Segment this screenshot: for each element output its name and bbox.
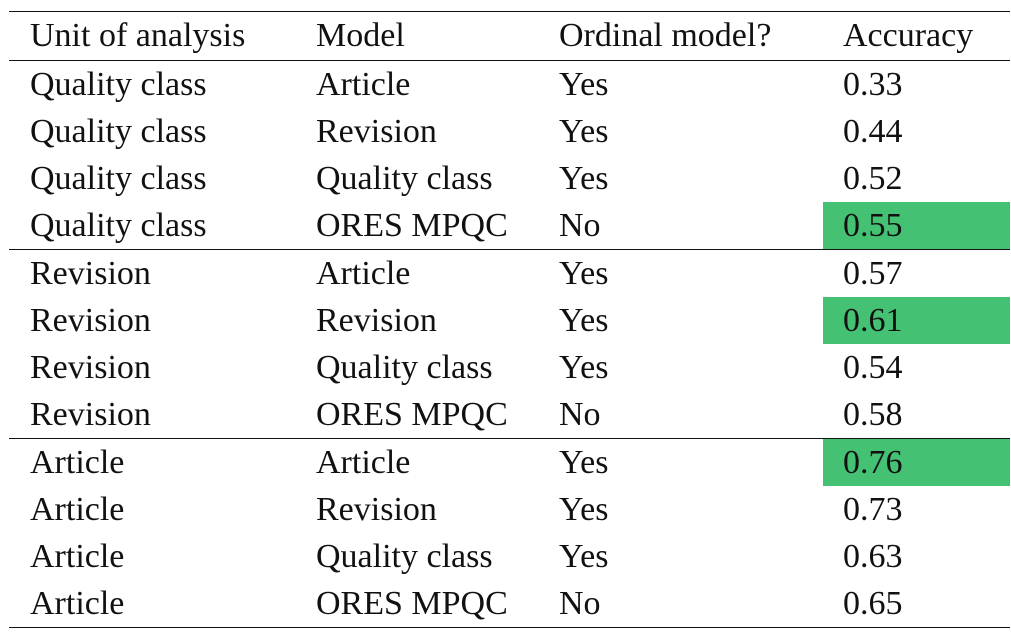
cell-model: ORES MPQC bbox=[316, 585, 508, 622]
top-rule bbox=[9, 11, 1010, 12]
table-row: Article ORES MPQC No 0.65 bbox=[9, 580, 1010, 627]
cell-accuracy: 0.55 bbox=[823, 202, 1010, 249]
group-rule bbox=[9, 249, 1010, 250]
cell-accuracy: 0.76 bbox=[823, 439, 1010, 486]
cell-ordinal: Yes bbox=[559, 66, 609, 103]
cell-ordinal: Yes bbox=[559, 160, 609, 197]
cell-accuracy: 0.73 bbox=[843, 491, 903, 528]
cell-unit: Article bbox=[30, 444, 125, 481]
cell-ordinal: Yes bbox=[559, 538, 609, 575]
table-row: Revision ORES MPQC No 0.58 bbox=[9, 391, 1010, 438]
cell-unit: Revision bbox=[30, 396, 151, 433]
cell-ordinal: Yes bbox=[559, 444, 609, 481]
cell-unit: Article bbox=[30, 538, 125, 575]
cell-accuracy: 0.52 bbox=[843, 160, 903, 197]
cell-model: Article bbox=[316, 66, 411, 103]
table-row: Article Quality class Yes 0.63 bbox=[9, 533, 1010, 580]
cell-unit: Revision bbox=[30, 349, 151, 386]
cell-model: Quality class bbox=[316, 160, 493, 197]
cell-unit: Article bbox=[30, 585, 125, 622]
cell-model: Article bbox=[316, 255, 411, 292]
table-row: Article Article Yes 0.76 bbox=[9, 439, 1010, 486]
cell-ordinal: Yes bbox=[559, 255, 609, 292]
bottom-rule bbox=[9, 627, 1010, 628]
cell-ordinal: Yes bbox=[559, 349, 609, 386]
table-row: Revision Quality class Yes 0.54 bbox=[9, 344, 1010, 391]
cell-model: Quality class bbox=[316, 538, 493, 575]
cell-unit: Quality class bbox=[30, 160, 207, 197]
table-row: Revision Revision Yes 0.61 bbox=[9, 297, 1010, 344]
table-row: Quality class Revision Yes 0.44 bbox=[9, 108, 1010, 155]
header-rule bbox=[9, 60, 1010, 61]
cell-unit: Quality class bbox=[30, 207, 207, 244]
table-row: Quality class ORES MPQC No 0.55 bbox=[9, 202, 1010, 249]
cell-accuracy: 0.54 bbox=[843, 349, 903, 386]
cell-model: ORES MPQC bbox=[316, 396, 508, 433]
cell-ordinal: No bbox=[559, 207, 601, 244]
results-table: Unit of analysis Model Ordinal model? Ac… bbox=[9, 11, 1010, 628]
header-accuracy: Accuracy bbox=[843, 17, 974, 54]
cell-model: Quality class bbox=[316, 349, 493, 386]
header-ordinal-model: Ordinal model? bbox=[559, 17, 772, 54]
cell-ordinal: No bbox=[559, 585, 601, 622]
header-model: Model bbox=[316, 17, 405, 54]
cell-unit: Quality class bbox=[30, 113, 207, 150]
cell-model: Revision bbox=[316, 113, 437, 150]
cell-ordinal: Yes bbox=[559, 113, 609, 150]
group-rule bbox=[9, 438, 1010, 439]
table-row: Article Revision Yes 0.73 bbox=[9, 486, 1010, 533]
cell-accuracy: 0.63 bbox=[843, 538, 903, 575]
cell-unit: Quality class bbox=[30, 66, 207, 103]
cell-unit: Revision bbox=[30, 302, 151, 339]
cell-unit: Article bbox=[30, 491, 125, 528]
cell-accuracy: 0.58 bbox=[843, 396, 903, 433]
cell-accuracy: 0.65 bbox=[843, 585, 903, 622]
table-row: Quality class Quality class Yes 0.52 bbox=[9, 155, 1010, 202]
cell-ordinal: Yes bbox=[559, 491, 609, 528]
header-unit-of-analysis: Unit of analysis bbox=[30, 17, 246, 54]
table-row: Revision Article Yes 0.57 bbox=[9, 250, 1010, 297]
cell-accuracy: 0.61 bbox=[823, 297, 1010, 344]
cell-ordinal: Yes bbox=[559, 302, 609, 339]
cell-model: Article bbox=[316, 444, 411, 481]
cell-ordinal: No bbox=[559, 396, 601, 433]
table-header-row: Unit of analysis Model Ordinal model? Ac… bbox=[9, 12, 1010, 60]
cell-model: Revision bbox=[316, 491, 437, 528]
cell-model: ORES MPQC bbox=[316, 207, 508, 244]
table-row: Quality class Article Yes 0.33 bbox=[9, 61, 1010, 108]
cell-accuracy: 0.57 bbox=[843, 255, 903, 292]
cell-model: Revision bbox=[316, 302, 437, 339]
cell-accuracy: 0.33 bbox=[843, 66, 903, 103]
cell-accuracy: 0.44 bbox=[843, 113, 903, 150]
cell-unit: Revision bbox=[30, 255, 151, 292]
